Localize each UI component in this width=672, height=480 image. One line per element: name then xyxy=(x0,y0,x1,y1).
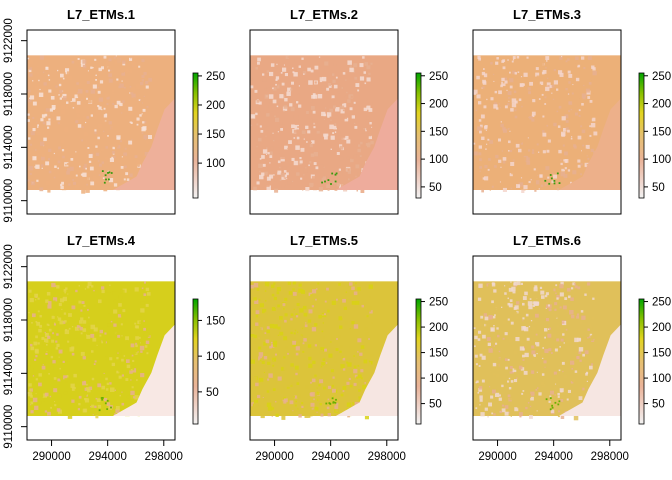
panel-4: L7_ETMs.4 9110000 9114000 9118000 9122000 290… xyxy=(3,233,225,463)
panel-title: L7_ETMs.6 xyxy=(513,233,581,248)
legend-colorbar xyxy=(638,298,645,425)
x-tick-label: 294000 xyxy=(88,451,126,463)
x-axis: 290000 294000 298000 xyxy=(255,440,406,463)
legend-tick-label: 200 xyxy=(206,100,225,112)
legend-tick-label: 200 xyxy=(652,322,671,334)
x-tick-label: 298000 xyxy=(145,451,183,463)
legend: 50 100 150 200 250 xyxy=(415,71,448,199)
x-tick-label: 290000 xyxy=(32,451,70,463)
legend: 50 100 150 200 250 xyxy=(638,71,671,199)
legend-colorbar xyxy=(638,72,645,199)
legend: 50 100 150 200 250 xyxy=(638,297,671,425)
legend-tick-label: 50 xyxy=(206,387,219,399)
y-axis: 9110000 9114000 9118000 9122000 xyxy=(3,18,27,223)
x-tick-label: 290000 xyxy=(255,451,293,463)
legend-tick-label: 250 xyxy=(652,297,671,309)
y-tick-label: 9118000 xyxy=(3,298,15,342)
legend-tick-label: 200 xyxy=(429,99,448,111)
x-tick-label: 294000 xyxy=(534,451,572,463)
plot-frame xyxy=(26,29,176,215)
sea-area xyxy=(335,324,398,416)
legend: 50 100 150 200 250 xyxy=(415,297,448,425)
sea-area xyxy=(558,324,621,416)
plot-frame xyxy=(249,255,399,441)
legend-tick-label: 50 xyxy=(652,182,665,194)
legend-tick-label: 150 xyxy=(429,348,448,360)
y-tick-label: 9114000 xyxy=(3,125,15,169)
x-axis: 290000 294000 298000 xyxy=(478,440,629,463)
y-axis: 9110000 9114000 9118000 9122000 xyxy=(3,244,27,449)
plot-frame xyxy=(472,255,622,441)
sea-area xyxy=(558,98,621,190)
legend-tick-label: 50 xyxy=(652,399,665,411)
y-tick-label: 9118000 xyxy=(3,72,15,116)
y-tick-label: 9110000 xyxy=(3,179,15,223)
x-tick-label: 290000 xyxy=(478,451,516,463)
y-tick-label: 9114000 xyxy=(3,351,15,395)
panel-2: L7_ETMs.2 50 100 150 200 250 xyxy=(249,7,448,215)
legend-tick-label: 250 xyxy=(206,71,225,83)
panel-title: L7_ETMs.4 xyxy=(67,233,136,248)
panel-title: L7_ETMs.5 xyxy=(290,233,358,248)
plot-frame xyxy=(472,29,622,215)
panel-title: L7_ETMs.2 xyxy=(290,7,358,22)
legend-tick-label: 100 xyxy=(652,373,671,385)
legend-tick-label: 250 xyxy=(429,71,448,83)
legend-colorbar xyxy=(192,298,199,425)
panel-1: L7_ETMs.1 9110000 9114000 9118000 9122000 100… xyxy=(3,7,225,223)
x-tick-label: 298000 xyxy=(368,451,406,463)
legend-colorbar xyxy=(192,72,199,199)
raster-texture xyxy=(250,281,374,420)
raster-texture xyxy=(250,55,376,193)
x-tick-label: 298000 xyxy=(591,451,629,463)
legend: 50 100 150 xyxy=(192,298,225,425)
panel-3: L7_ETMs.3 50 100 150 200 250 xyxy=(472,7,671,215)
legend-tick-label: 250 xyxy=(429,297,448,309)
raster-texture xyxy=(473,55,598,193)
legend-tick-label: 100 xyxy=(206,158,225,170)
sea-area xyxy=(335,98,398,190)
panel-6: L7_ETMs.6 290000 294000 298000 50 100 150 200 25… xyxy=(472,233,671,463)
panel-title: L7_ETMs.1 xyxy=(67,7,135,22)
y-tick-label: 9110000 xyxy=(3,405,15,449)
legend-tick-label: 150 xyxy=(206,129,225,141)
y-tick-label: 9122000 xyxy=(3,18,15,63)
legend-tick-label: 100 xyxy=(206,351,225,363)
plot-frame xyxy=(249,29,399,215)
legend: 100 150 200 250 xyxy=(192,71,225,199)
legend-tick-label: 150 xyxy=(652,126,671,138)
legend-tick-label: 100 xyxy=(429,154,448,166)
panel-title: L7_ETMs.3 xyxy=(513,7,581,22)
legend-tick-label: 100 xyxy=(429,373,448,385)
legend-tick-label: 150 xyxy=(206,315,225,327)
legend-tick-label: 100 xyxy=(652,154,671,166)
legend-tick-label: 200 xyxy=(429,322,448,334)
legend-tick-label: 250 xyxy=(652,71,671,83)
legend-tick-label: 150 xyxy=(652,348,671,360)
legend-tick-label: 150 xyxy=(429,126,448,138)
x-axis: 290000 294000 298000 xyxy=(32,440,183,463)
panel-5: L7_ETMs.5 290000 294000 298000 50 100 150 200 25… xyxy=(249,233,448,463)
sea-area xyxy=(112,324,175,416)
plot-frame xyxy=(26,255,176,441)
x-tick-label: 294000 xyxy=(311,451,349,463)
legend-tick-label: 50 xyxy=(429,399,442,411)
legend-tick-label: 200 xyxy=(652,99,671,111)
legend-colorbar xyxy=(415,72,422,199)
legend-tick-label: 50 xyxy=(429,182,442,194)
y-tick-label: 9122000 xyxy=(3,244,15,289)
legend-colorbar xyxy=(415,298,422,425)
sea-area xyxy=(112,98,175,190)
raster-texture xyxy=(27,281,152,419)
